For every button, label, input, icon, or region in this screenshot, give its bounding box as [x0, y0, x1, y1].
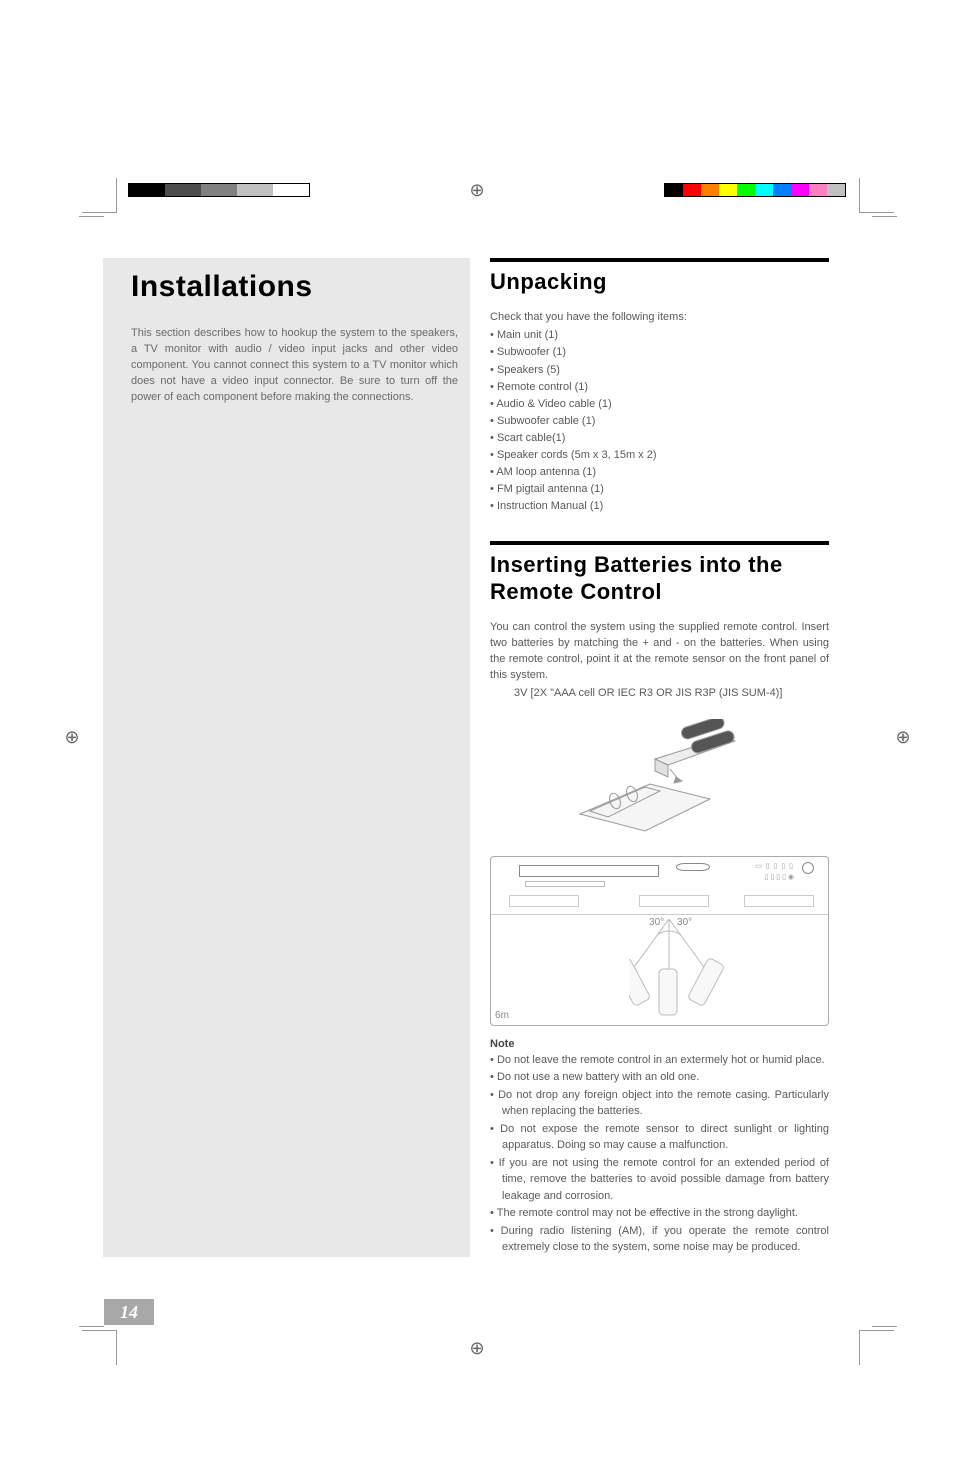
list-item: Speakers (5) [490, 362, 829, 379]
angle-left-label: 30° [649, 917, 664, 928]
receiver-disc-slot [676, 863, 710, 871]
batteries-para: You can control the system using the sup… [490, 620, 829, 684]
list-item: Audio & Video cable (1) [490, 396, 829, 413]
list-item: Subwoofer (1) [490, 344, 829, 361]
crop-mark [82, 1330, 117, 1365]
unpacking-lead: Check that you have the following items: [490, 310, 829, 326]
receiver-knob [802, 862, 814, 874]
list-item: AM loop antenna (1) [490, 464, 829, 481]
list-item: Subwoofer cable (1) [490, 413, 829, 430]
color-swatch [219, 184, 237, 196]
color-swatch [291, 184, 309, 196]
distance-label: 6m [495, 1010, 509, 1021]
note-heading: Note [490, 1038, 829, 1050]
color-bar-right [664, 183, 846, 197]
list-item: Scart cable(1) [490, 430, 829, 447]
unpacking-list: Main unit (1)Subwoofer (1)Speakers (5)Re… [490, 327, 829, 515]
color-swatch [701, 184, 719, 196]
registration-mark: ⊕ [468, 1339, 486, 1357]
registration-mark: ⊕ [468, 181, 486, 199]
list-item: Instruction Manual (1) [490, 498, 829, 515]
left-column: Installations This section describes how… [103, 258, 470, 1257]
color-swatch [791, 184, 809, 196]
note-item: Do not drop any foreign object into the … [490, 1087, 829, 1120]
note-item: Do not leave the remote control in an ex… [490, 1052, 829, 1069]
battery-illustration [560, 719, 760, 839]
color-swatch [129, 184, 147, 196]
note-item: Do not expose the remote sensor to direc… [490, 1121, 829, 1154]
registration-mark: ⊕ [63, 728, 81, 746]
crop-mark [82, 178, 117, 213]
receiver-button-group [509, 895, 579, 907]
list-item: Main unit (1) [490, 327, 829, 344]
note-list: Do not leave the remote control in an ex… [490, 1052, 829, 1256]
section-rule [490, 258, 829, 262]
installations-intro: This section describes how to hookup the… [131, 326, 458, 406]
color-swatch [273, 184, 291, 196]
color-swatch [809, 184, 827, 196]
color-swatch [827, 184, 845, 196]
note-item: During radio listening (AM), if you oper… [490, 1223, 829, 1256]
batteries-spec: 3V [2X "AAA cell OR IEC R3 OR JIS R3P (J… [490, 686, 829, 702]
color-swatch [737, 184, 755, 196]
note-item: If you are not using the remote control … [490, 1155, 829, 1205]
crop-mark [859, 178, 894, 213]
receiver-display [519, 865, 659, 877]
color-swatch [255, 184, 273, 196]
unpacking-heading: Unpacking [490, 268, 829, 296]
right-column: Unpacking Check that you have the follow… [490, 258, 829, 1257]
receiver-strip [525, 881, 605, 887]
receiver-button-group [744, 895, 814, 907]
installations-heading: Installations [131, 270, 458, 304]
panel-icons: ▭ ▯ ▯ ▯ ▯ [755, 862, 794, 870]
batteries-heading: Inserting Batteries into the Remote Cont… [490, 551, 829, 606]
crop-mark [859, 1330, 894, 1365]
page-content: Installations This section describes how… [131, 258, 829, 1257]
color-swatch [237, 184, 255, 196]
receiver-front-panel: ▭ ▯ ▯ ▯ ▯ ▯ ▯ ▯ ▯ ◉ [491, 857, 828, 915]
note-item: Do not use a new battery with an old one… [490, 1069, 829, 1086]
registration-mark: ⊕ [894, 728, 912, 746]
color-swatch [665, 184, 683, 196]
angle-right-label: 30° [677, 917, 692, 928]
color-swatch [755, 184, 773, 196]
receiver-button-group [639, 895, 709, 907]
color-swatch [201, 184, 219, 196]
section-rule [490, 541, 829, 545]
color-bar-left [128, 183, 310, 197]
color-swatch [719, 184, 737, 196]
battery-insert-figure [490, 714, 829, 844]
panel-icons: ▯ ▯ ▯ ▯ ◉ [765, 873, 794, 881]
note-item: The remote control may not be effective … [490, 1205, 829, 1222]
color-swatch [165, 184, 183, 196]
list-item: FM pigtail antenna (1) [490, 481, 829, 498]
color-swatch [683, 184, 701, 196]
remote-angle-illustration [629, 919, 749, 1026]
list-item: Remote control (1) [490, 379, 829, 396]
color-swatch [183, 184, 201, 196]
color-swatch [147, 184, 165, 196]
remote-aim-figure: ▭ ▯ ▯ ▯ ▯ ▯ ▯ ▯ ▯ ◉ 6m 30° 30° [490, 856, 829, 1026]
list-item: Speaker cords (5m x 3, 15m x 2) [490, 447, 829, 464]
color-swatch [773, 184, 791, 196]
page-number: 14 [104, 1299, 154, 1325]
